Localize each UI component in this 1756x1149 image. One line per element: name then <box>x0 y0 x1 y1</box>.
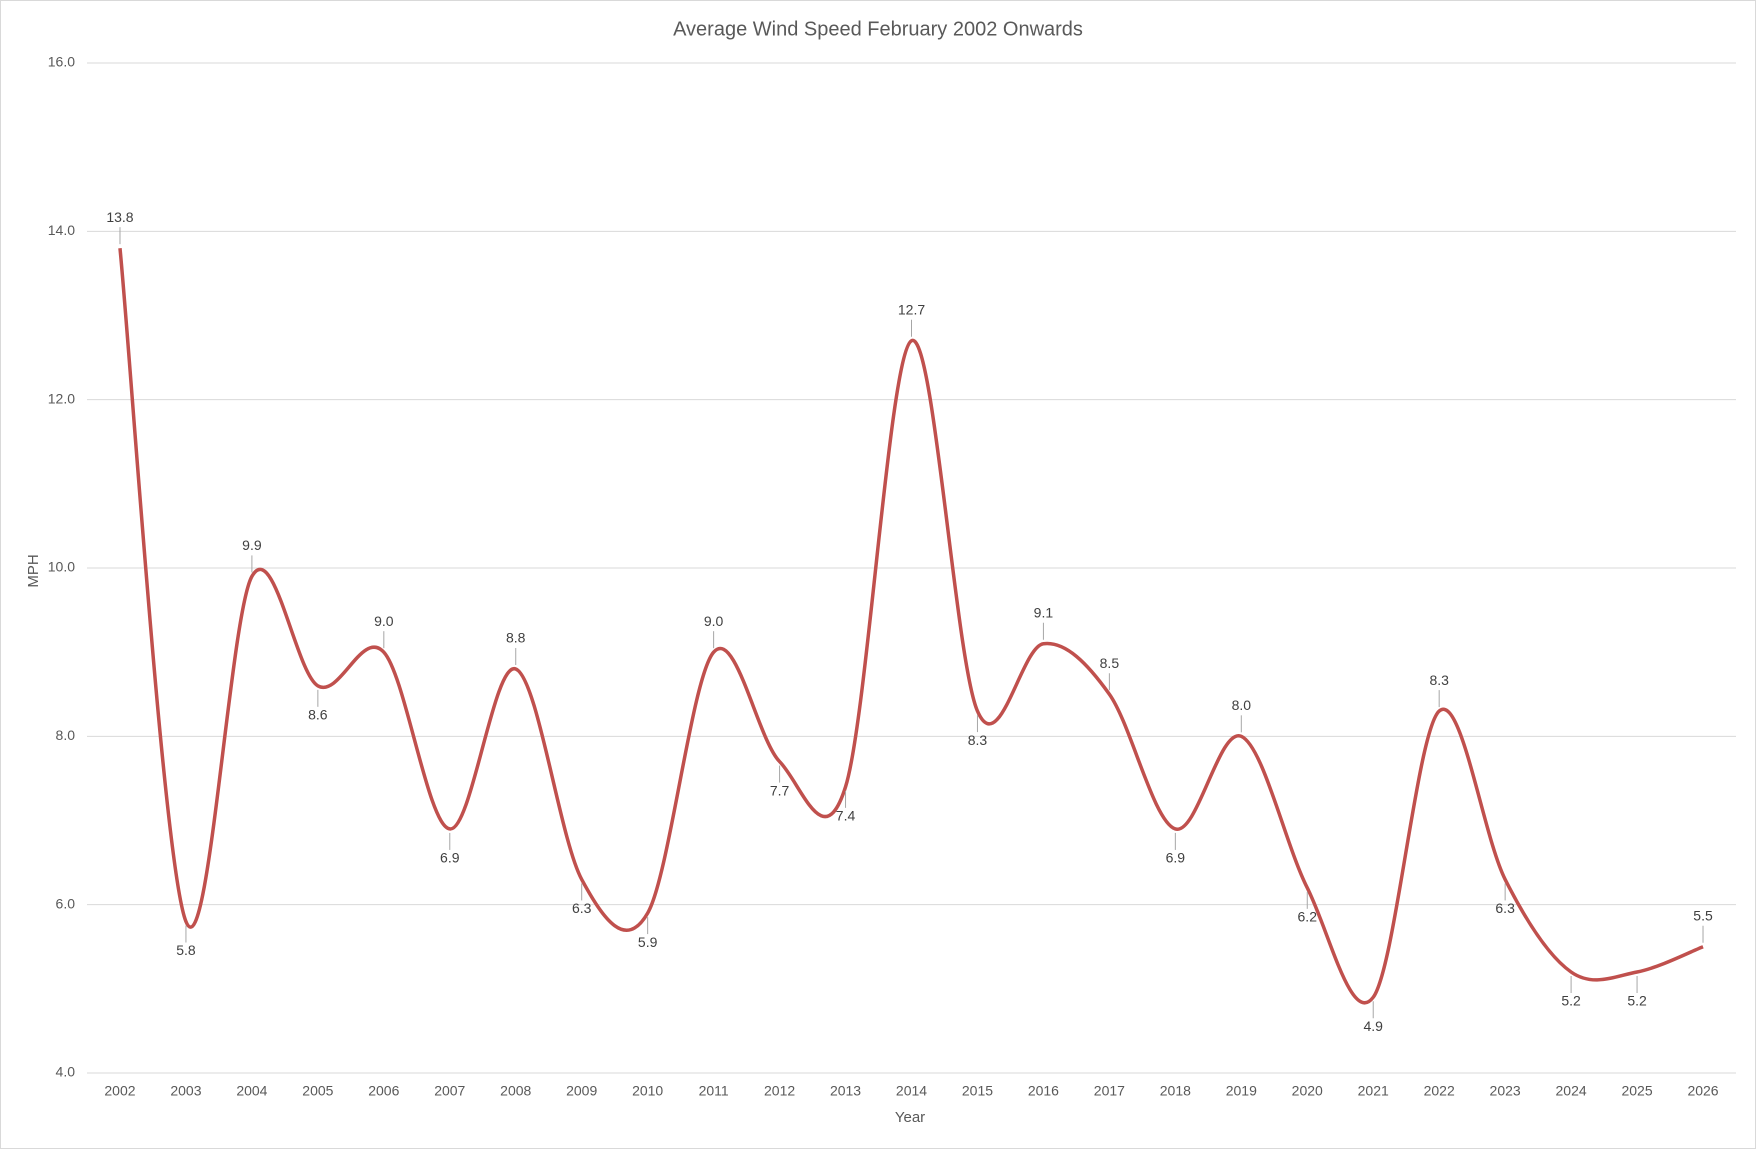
data-label: 12.7 <box>898 301 925 317</box>
chart-title: Average Wind Speed February 2002 Onwards <box>673 18 1083 40</box>
y-tick-label: 4.0 <box>56 1064 76 1080</box>
data-label: 4.9 <box>1363 1018 1383 1034</box>
x-tick-label: 2007 <box>434 1083 465 1099</box>
data-label: 9.1 <box>1034 604 1054 620</box>
data-label: 13.8 <box>106 209 133 225</box>
y-tick-label: 14.0 <box>48 222 75 238</box>
line <box>118 247 1704 1005</box>
y-axis-label: MPH <box>25 554 42 587</box>
data-label: 8.6 <box>308 707 328 723</box>
x-tick-label: 2008 <box>500 1083 531 1099</box>
data-label: 8.8 <box>506 630 526 646</box>
data-label: 8.3 <box>968 732 988 748</box>
data-label: 7.7 <box>770 782 790 798</box>
data-label: 5.8 <box>176 942 196 958</box>
x-tick-label: 2015 <box>962 1083 993 1099</box>
x-tick-label: 2020 <box>1292 1083 1323 1099</box>
x-tick-label: 2006 <box>368 1083 399 1099</box>
y-tick-label: 6.0 <box>56 895 76 911</box>
y-tick-label: 16.0 <box>48 54 75 70</box>
x-axis-label: Year <box>895 1109 925 1126</box>
data-label: 9.0 <box>374 613 394 629</box>
data-label: 5.2 <box>1561 993 1581 1009</box>
y-tick-label: 10.0 <box>48 559 75 575</box>
data-label: 5.2 <box>1627 993 1647 1009</box>
data-label: 9.0 <box>704 613 724 629</box>
data-label: 6.9 <box>1166 850 1186 866</box>
x-tick-label: 2009 <box>566 1083 597 1099</box>
data-label: 9.9 <box>242 537 262 553</box>
x-tick-label: 2026 <box>1687 1083 1718 1099</box>
data-label: 6.3 <box>572 900 592 916</box>
x-tick-label: 2021 <box>1358 1083 1389 1099</box>
x-tick-label: 2013 <box>830 1083 861 1099</box>
x-tick-label: 2022 <box>1424 1083 1455 1099</box>
x-tick-label: 2018 <box>1160 1083 1191 1099</box>
x-tick-label: 2012 <box>764 1083 795 1099</box>
x-tick-label: 2010 <box>632 1083 663 1099</box>
x-tick-label: 2019 <box>1226 1083 1257 1099</box>
data-label: 5.5 <box>1693 907 1713 923</box>
data-label: 8.0 <box>1232 697 1252 713</box>
y-tick-label: 12.0 <box>48 390 75 406</box>
data-label: 8.5 <box>1100 655 1120 671</box>
x-tick-label: 2024 <box>1556 1083 1587 1099</box>
y-tick-label: 8.0 <box>56 727 76 743</box>
data-label: 6.2 <box>1298 909 1318 925</box>
data-label: 8.3 <box>1429 672 1449 688</box>
x-tick-label: 2005 <box>302 1083 333 1099</box>
data-label: 7.4 <box>836 808 856 824</box>
x-tick-label: 2014 <box>896 1083 927 1099</box>
data-label: 5.9 <box>638 934 658 950</box>
x-tick-label: 2004 <box>236 1083 267 1099</box>
x-tick-label: 2025 <box>1621 1083 1652 1099</box>
x-tick-label: 2016 <box>1028 1083 1059 1099</box>
data-label: 6.3 <box>1495 900 1515 916</box>
x-tick-label: 2003 <box>170 1083 201 1099</box>
x-tick-label: 2023 <box>1490 1083 1521 1099</box>
x-tick-label: 2002 <box>104 1083 135 1099</box>
x-tick-label: 2017 <box>1094 1083 1125 1099</box>
x-tick-label: 2011 <box>699 1083 729 1099</box>
data-label: 6.9 <box>440 850 460 866</box>
